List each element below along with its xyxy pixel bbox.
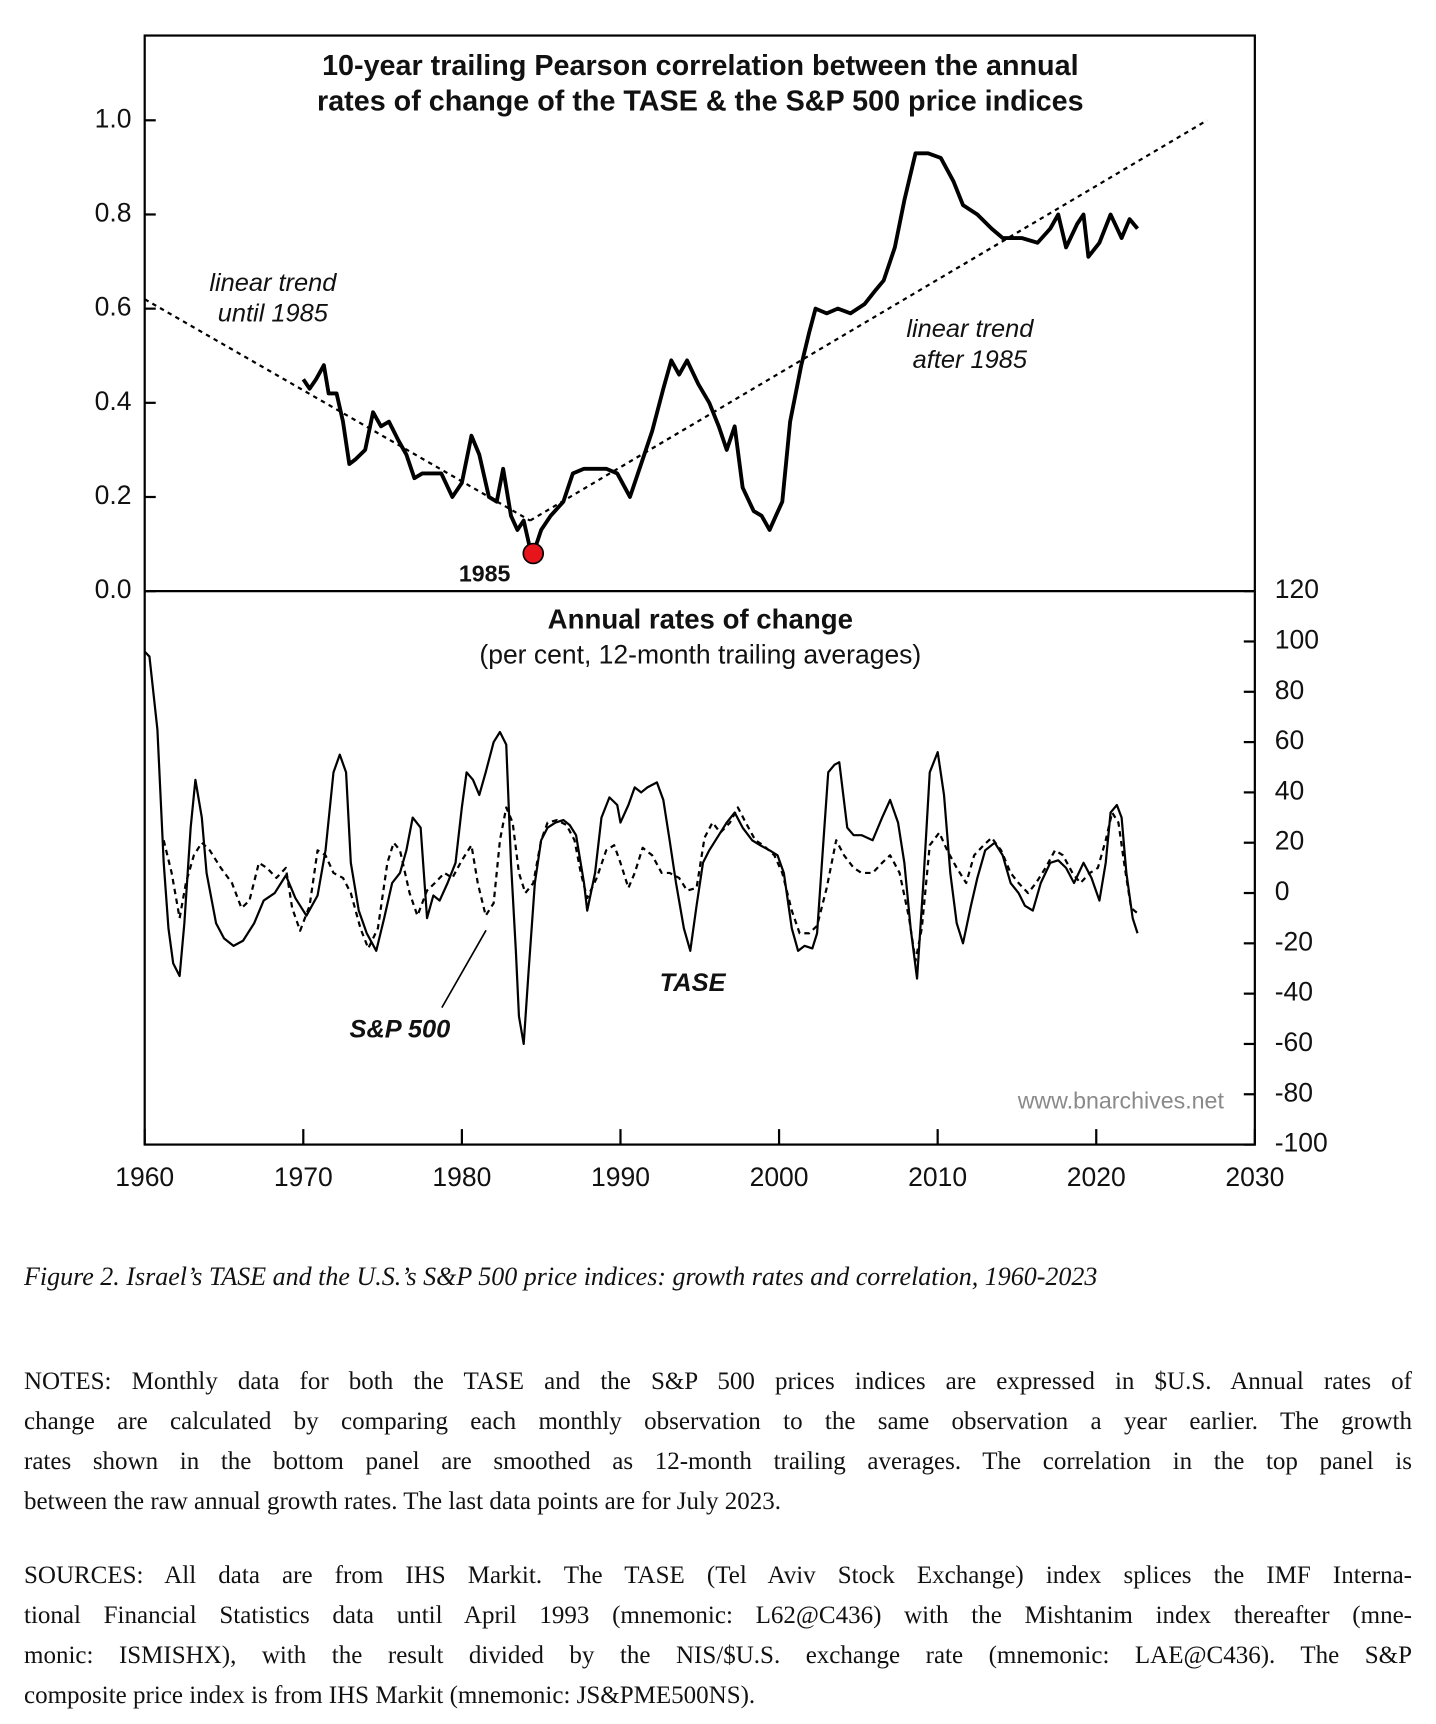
x-tick-label: 2000 [750, 1162, 809, 1192]
trend-line [144, 298, 531, 522]
series-line [143, 650, 1139, 1046]
x-tick-label: 1970 [274, 1162, 333, 1192]
y-tick-label: 20 [1275, 826, 1304, 856]
chart-title: Annual rates of change [548, 603, 853, 634]
sources-line: monic: ISMISHX), with the result divided… [24, 1642, 1412, 1669]
y-tick-label: 0.2 [95, 480, 132, 510]
sources: SOURCES: All data are from IHS Markit. T… [24, 1556, 1412, 1716]
notes-line: change are calculated by comparing each … [24, 1408, 1412, 1435]
y-tick-label: 0 [1275, 876, 1290, 906]
highlight-label: 1985 [459, 561, 511, 587]
annotation: after 1985 [913, 346, 1028, 374]
y-tick-label: 0.8 [95, 197, 132, 227]
series-label: S&P 500 [350, 1016, 451, 1044]
y-tick-label: 80 [1275, 675, 1304, 705]
notes: NOTES: Monthly data for both the TASE an… [24, 1362, 1412, 1522]
y-tick-label: 120 [1275, 574, 1319, 604]
y-tick-label: -80 [1275, 1077, 1313, 1107]
y-tick-label: 1.0 [95, 103, 132, 133]
chart-subtitle: (per cent, 12-month trailing averages) [479, 639, 921, 669]
chart-title: rates of change of the TASE & the S&P 50… [317, 86, 1084, 118]
x-tick-label: 2020 [1067, 1162, 1126, 1192]
x-tick-label: 1980 [432, 1162, 491, 1192]
sources-line: SOURCES: All data are from IHS Markit. T… [24, 1562, 1412, 1589]
chart-title: 10-year trailing Pearson correlation bet… [322, 50, 1079, 82]
x-tick-label: 1960 [115, 1162, 174, 1192]
y-tick-label: 100 [1275, 624, 1319, 654]
trend-line [529, 119, 1208, 522]
annotation: until 1985 [218, 300, 329, 328]
chart: 0.0 0.2 0.4 0.6 0.8 1.0 10-year trailing Pears… [95, 34, 1328, 1192]
sources-line: tional Financial Statistics data until A… [24, 1602, 1412, 1629]
y-tick-label: 0.0 [95, 574, 132, 604]
notes-line: NOTES: Monthly data for both the TASE an… [24, 1368, 1412, 1395]
series-label: TASE [660, 969, 727, 997]
y-tick-label: 40 [1275, 775, 1304, 805]
annotation: linear trend [209, 269, 337, 297]
y-tick-label: -20 [1275, 926, 1313, 956]
annotation: linear trend [906, 315, 1034, 343]
y-tick-label: -60 [1275, 1027, 1313, 1057]
y-tick-label: -40 [1275, 977, 1313, 1007]
watermark: www.bnarchives.net [1017, 1088, 1225, 1114]
y-tick-label: 0.6 [95, 292, 132, 322]
leader-line [441, 929, 487, 1009]
y-tick-label: 60 [1275, 725, 1304, 755]
highlight-point [522, 542, 545, 565]
series-line [301, 151, 1140, 556]
x-tick-label: 1990 [591, 1162, 650, 1192]
y-tick-label: -100 [1275, 1128, 1328, 1158]
series-line [162, 806, 1139, 963]
x-tick-label: 2010 [908, 1162, 967, 1192]
y-tick-label: 0.4 [95, 386, 132, 416]
x-tick-label: 2030 [1225, 1162, 1284, 1192]
sources-line: composite price index is from IHS Markit… [24, 1682, 756, 1709]
notes-line: between the raw annual growth rates. The… [24, 1488, 781, 1515]
notes-line: rates shown in the bottom panel are smoo… [24, 1448, 1412, 1475]
figure-caption: Figure 2. Israel’s TASE and the U.S.’s S… [24, 1262, 1098, 1291]
